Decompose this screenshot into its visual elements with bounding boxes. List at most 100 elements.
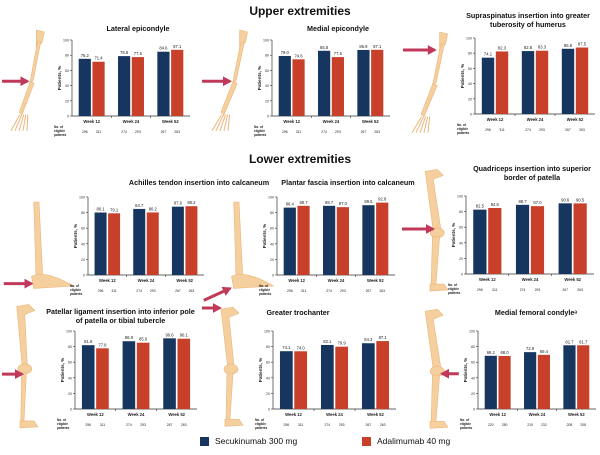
data-label: 85.8 bbox=[564, 43, 573, 48]
finger-bone bbox=[26, 114, 29, 131]
illustration-arm-elbow-lateral bbox=[2, 29, 45, 131]
finger-bone bbox=[411, 116, 423, 133]
data-label: 87.5 bbox=[578, 42, 587, 47]
illustration-leg-hip bbox=[202, 303, 244, 427]
humerus-bone bbox=[232, 41, 245, 82]
data-label: 90.6 bbox=[561, 197, 570, 202]
bar-adalimumab bbox=[92, 61, 105, 116]
y-axis-label: Patients, % bbox=[451, 223, 456, 248]
data-label: 68.0 bbox=[500, 350, 509, 355]
bar-secukinumab bbox=[361, 343, 375, 409]
finger-bone bbox=[22, 114, 27, 131]
eligible-count: 293 bbox=[335, 130, 341, 134]
y-tick-label: 0 bbox=[473, 408, 475, 412]
data-label: 82.3 bbox=[498, 45, 507, 50]
bar-secukinumab bbox=[157, 51, 170, 116]
eligible-count: 296 bbox=[85, 423, 91, 427]
tibia-bone bbox=[430, 374, 440, 422]
y-axis-label: Patients, % bbox=[73, 224, 78, 249]
y-tick-label: 100 bbox=[264, 330, 270, 334]
eligible-count: 267 bbox=[361, 130, 367, 134]
data-label: 89.5 bbox=[364, 199, 373, 204]
eligible-label-line: patients bbox=[460, 426, 472, 430]
bar-adalimumab bbox=[575, 47, 589, 114]
bar-adalimumab bbox=[535, 50, 549, 114]
eligible-count: 274 bbox=[326, 289, 332, 293]
eligible-count: 293 bbox=[150, 289, 156, 293]
eligible-label-line: patients bbox=[70, 292, 82, 296]
data-label: 78.8 bbox=[120, 50, 129, 55]
tibia-bone bbox=[225, 372, 234, 420]
x-tick-label: Week 52 bbox=[168, 412, 185, 417]
bar-secukinumab bbox=[133, 208, 146, 275]
eligible-count: 274 bbox=[324, 423, 330, 427]
x-tick-label: Week 24 bbox=[529, 412, 546, 417]
y-axis-label: Patients, % bbox=[57, 66, 62, 91]
y-axis-label: Patients, % bbox=[60, 358, 65, 383]
y-tick-label: 40 bbox=[81, 242, 85, 246]
eligible-count: 210 bbox=[527, 423, 533, 427]
eligible-label-line: patients bbox=[57, 426, 69, 430]
anatomy-illustration bbox=[202, 29, 248, 131]
tibia-bone bbox=[430, 236, 440, 285]
x-tick-label: Week 24 bbox=[128, 412, 145, 417]
eligible-count: 274 bbox=[126, 423, 132, 427]
forearm-bone bbox=[420, 82, 438, 118]
x-tick-label: Week 24 bbox=[323, 119, 340, 124]
y-tick-label: 40 bbox=[468, 82, 472, 86]
bar-adalimumab bbox=[498, 355, 511, 409]
arrow-indicator-icon bbox=[3, 278, 34, 289]
anatomy-illustration bbox=[402, 169, 449, 292]
eligible-count: 250 bbox=[502, 423, 508, 427]
y-tick-label: 40 bbox=[68, 376, 72, 380]
bar-chart: 0 20 40 60 80 100 Patients, % 79.0 296 74.6 311 Wee… bbox=[254, 39, 390, 137]
eligible-label-line: patients bbox=[259, 292, 271, 296]
x-tick-label: Week 12 bbox=[83, 119, 100, 124]
bar-adalimumab bbox=[371, 49, 384, 116]
y-tick-label: 0 bbox=[70, 408, 72, 412]
eligible-label-line: No. of bbox=[448, 283, 458, 287]
bar-adalimumab bbox=[495, 51, 509, 114]
x-tick-label: Week 12 bbox=[99, 278, 116, 283]
chart-panel-medial-femoral-condyle: Medial femoral condyleᵃ 0 20 40 60 80 100 Patie… bbox=[400, 295, 600, 430]
y-tick-label: 20 bbox=[471, 392, 475, 396]
chart-panel-greater-trochanter: Greater trochanter 0 20 40 60 80 100 Patients, … bbox=[200, 295, 400, 430]
chart-title: Quadriceps insertion into superior borde… bbox=[473, 164, 591, 182]
eligible-count: 267 bbox=[562, 288, 568, 292]
eligible-count: 263 bbox=[380, 423, 386, 427]
x-tick-label: Week 12 bbox=[87, 412, 104, 417]
legend-swatch-adalimumab bbox=[362, 436, 371, 446]
finger-bone bbox=[419, 116, 427, 133]
x-tick-label: Week 52 bbox=[564, 277, 581, 282]
bar-secukinumab bbox=[283, 207, 296, 275]
finger-bone bbox=[219, 114, 227, 131]
bar-adalimumab bbox=[488, 208, 502, 274]
bar-secukinumab bbox=[484, 355, 497, 409]
eligible-count: 208 bbox=[580, 423, 586, 427]
bar-adalimumab bbox=[537, 354, 550, 409]
eligible-label-line: eligible bbox=[254, 129, 265, 133]
y-tick-label: 20 bbox=[81, 258, 85, 262]
bar-adalimumab bbox=[171, 49, 184, 116]
data-label: 72.9 bbox=[526, 346, 535, 351]
chart-panel-plantar-fascia: Plantar fascia insertion into calcaneum 0… bbox=[200, 145, 415, 302]
arrow-indicator-icon bbox=[202, 303, 222, 313]
x-tick-label: Week 52 bbox=[162, 119, 179, 124]
data-label: 69.4 bbox=[540, 349, 549, 354]
arrow-indicator-icon bbox=[203, 286, 232, 302]
data-label: 87.6 bbox=[174, 201, 183, 206]
eligible-count: 293 bbox=[340, 289, 346, 293]
bar-adalimumab bbox=[136, 342, 150, 409]
eligible-patients-label: No. of eligible patients bbox=[254, 125, 266, 137]
y-tick-label: 40 bbox=[471, 376, 475, 380]
bar-secukinumab bbox=[563, 345, 576, 409]
eligible-count: 311 bbox=[96, 130, 102, 134]
finger-bone bbox=[14, 114, 23, 131]
bar-secukinumab bbox=[323, 205, 336, 275]
illustration-arm-elbow-medial bbox=[202, 29, 248, 131]
y-axis-label: Patients, % bbox=[257, 66, 262, 91]
bar-secukinumab bbox=[81, 345, 95, 409]
bar-adalimumab bbox=[331, 57, 344, 116]
eligible-count: 274 bbox=[321, 130, 327, 134]
y-tick-label: 20 bbox=[459, 257, 463, 261]
